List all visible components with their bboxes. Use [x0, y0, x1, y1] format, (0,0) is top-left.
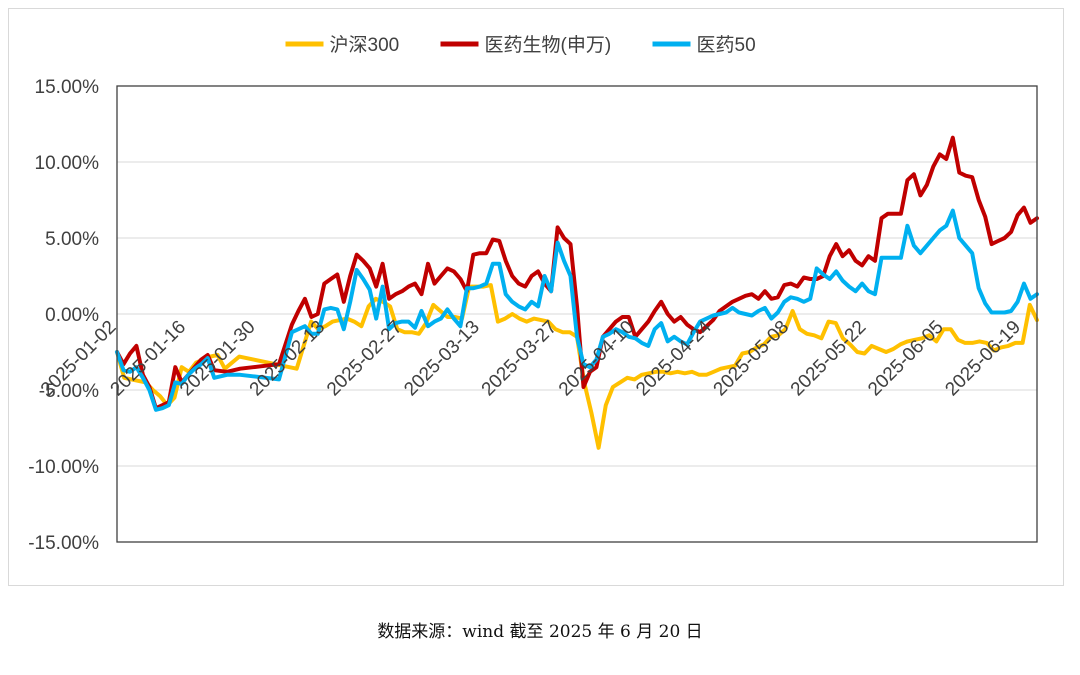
y-tick-label: 0.00% — [45, 305, 99, 326]
legend-label: 沪深300 — [330, 34, 400, 56]
legend-label: 医药50 — [697, 34, 756, 56]
legend-label: 医药生物(申万) — [485, 34, 612, 56]
x-tick-label: 2025-05-08 — [710, 317, 794, 401]
x-tick-label: 2025-04-10 — [555, 317, 639, 401]
line-chart: 15.00% 10.00% 5.00% 0.00% -5.00% -10.00% -15.0… — [28, 34, 1039, 554]
y-tick-label: 10.00% — [35, 153, 100, 174]
y-tick-label: 15.00% — [35, 77, 100, 98]
x-tick-label: 2025-02-13 — [246, 317, 330, 401]
series-line — [115, 135, 1039, 411]
legend: 沪深300 医药生物(申万) 医药50 — [285, 34, 756, 56]
x-tick-label: 2025-03-27 — [478, 317, 562, 401]
y-tick-label: 5.00% — [45, 229, 99, 250]
axis-layer: 15.00% 10.00% 5.00% 0.00% -5.00% -10.00% -15.0… — [28, 77, 1038, 554]
chart-frame: 15.00% 10.00% 5.00% 0.00% -5.00% -10.00% -15.0… — [8, 8, 1064, 586]
y-tick-label: -10.00% — [28, 457, 99, 478]
series-layer — [115, 135, 1039, 450]
x-tick-label: 2025-06-05 — [864, 317, 948, 401]
series-line — [115, 208, 1039, 412]
x-tick-label: 2025-06-19 — [941, 317, 1025, 401]
y-tick-label: -5.00% — [39, 381, 99, 402]
x-tick-label: 2025-04-24 — [632, 316, 716, 400]
x-tick-label: 2025-02-27 — [323, 317, 407, 401]
source-note: 数据来源：wind 截至 2025 年 6 月 20 日 — [377, 622, 703, 642]
x-tick-label: 2025-03-13 — [400, 317, 484, 401]
plot-area-border — [116, 85, 1038, 543]
y-tick-label: -15.00% — [28, 533, 99, 554]
